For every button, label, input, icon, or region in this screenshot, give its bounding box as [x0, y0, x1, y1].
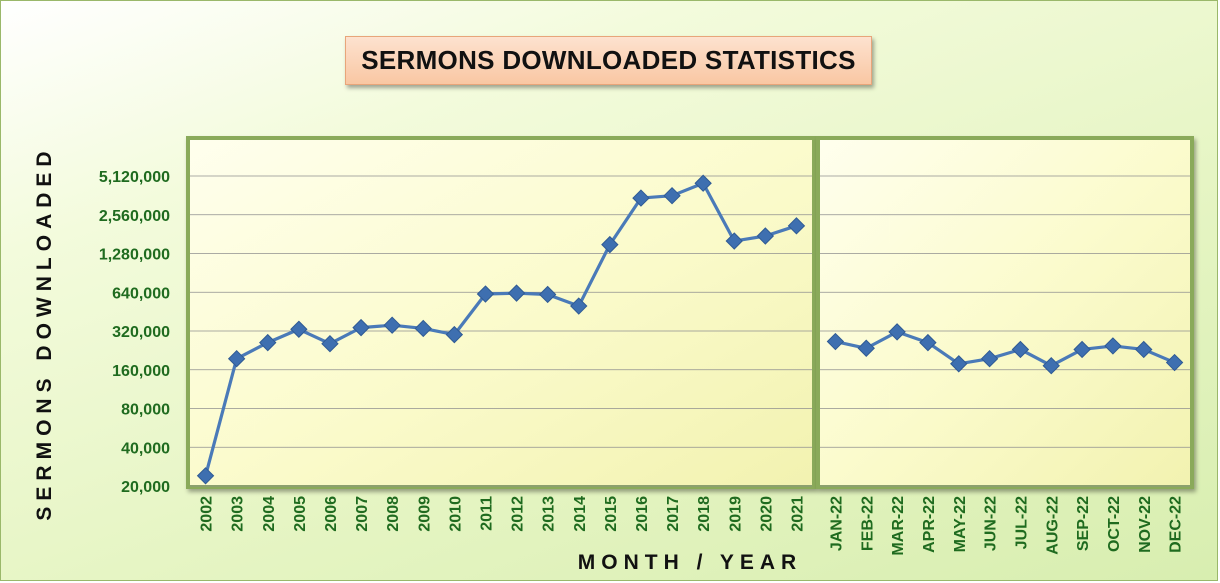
data-point-marker [663, 186, 681, 205]
x-tick-label: FEB-22 [859, 496, 876, 551]
data-point-marker [950, 355, 968, 373]
x-tick-label: 2013 [541, 496, 558, 532]
data-point-marker [1042, 356, 1060, 375]
x-tick-label: 2006 [323, 496, 340, 532]
data-point-marker [290, 320, 308, 338]
x-tick-label: 2011 [478, 496, 495, 531]
x-tick-label: JAN-22 [828, 496, 845, 551]
x-tick-label: 2015 [603, 496, 620, 532]
data-point-marker [980, 349, 999, 368]
x-tick-label: MAR-22 [890, 496, 907, 556]
y-tick-label: 2,560,000 [99, 208, 170, 225]
data-point-marker [321, 334, 339, 353]
data-point-marker [445, 325, 464, 344]
data-point-marker [1011, 340, 1030, 359]
x-tick-label: 2008 [385, 496, 402, 532]
x-tick-label: 2002 [199, 496, 216, 532]
data-point-marker [632, 189, 650, 207]
x-tick-label: AUG-22 [1044, 496, 1061, 555]
y-tick-label: 320,000 [112, 324, 170, 341]
x-tick-label: MAY-22 [952, 496, 969, 552]
data-point-marker [383, 316, 401, 334]
y-tick-label: 1,280,000 [99, 247, 170, 264]
chart-title-box: SERMONS DOWNLOADED STATISTICS [345, 36, 872, 85]
data-point-marker [538, 285, 557, 304]
x-tick-label: DEC-22 [1168, 496, 1185, 553]
plot-panels [186, 136, 1194, 489]
data-point-marker [1135, 340, 1153, 359]
y-tick-label: 640,000 [112, 285, 170, 302]
x-axis-title: MONTH / YEAR [578, 551, 802, 574]
data-point-marker [196, 467, 215, 485]
x-axis-ticks: 2002 2003 2004 2005 2006 2007 2008 2009 2010 2011… [199, 496, 1185, 556]
data-point-marker [725, 232, 743, 250]
y-tick-label: 5,120,000 [99, 169, 170, 186]
x-tick-label: OCT-22 [1106, 496, 1123, 552]
gridlines [190, 175, 1190, 487]
x-tick-label: 2012 [510, 496, 527, 532]
data-point-marker [919, 333, 937, 352]
x-tick-label: APR-22 [921, 496, 938, 553]
y-tick-label: 160,000 [112, 363, 170, 380]
x-tick-label: 2014 [572, 496, 589, 532]
x-tick-label: 2005 [292, 496, 309, 532]
y-axis-title: SERMONS DOWNLOADED [33, 145, 56, 520]
data-point-marker [601, 235, 619, 254]
x-tick-label: 2009 [416, 496, 433, 532]
x-tick-label: NOV-22 [1137, 496, 1154, 553]
chart-title: SERMONS DOWNLOADED STATISTICS [361, 45, 856, 75]
data-point-marker [1104, 337, 1122, 355]
x-tick-label: 2019 [727, 496, 744, 532]
y-tick-label: 20,000 [121, 479, 170, 496]
data-point-marker [259, 333, 277, 352]
y-tick-label: 80,000 [121, 402, 170, 419]
data-point-marker [694, 174, 712, 192]
y-tick-label: 40,000 [121, 440, 170, 457]
data-point-marker [756, 227, 775, 245]
data-point-marker [352, 318, 370, 337]
data-point-marker [787, 217, 806, 235]
plot-area-yearly [186, 136, 816, 489]
x-tick-label: 2007 [354, 496, 371, 532]
data-point-marker [227, 349, 246, 368]
x-tick-label: 2018 [696, 496, 713, 532]
y-axis-ticks: 20,000 40,000 80,000 160,000 320,000 640,000 1… [99, 169, 170, 496]
data-point-marker [888, 323, 906, 341]
data-point-marker [826, 332, 845, 351]
x-tick-label: 2017 [665, 496, 682, 532]
data-point-marker [1165, 353, 1184, 372]
data-point-marker [476, 285, 495, 303]
x-tick-label: JUN-22 [983, 496, 1000, 551]
x-tick-label: 2016 [634, 496, 651, 532]
x-tick-label: 2021 [789, 496, 806, 532]
data-point-marker [414, 319, 432, 338]
series-markers [196, 174, 1184, 485]
x-tick-label: 2003 [230, 496, 247, 532]
data-point-marker [1073, 340, 1091, 359]
x-tick-label: JUL-22 [1013, 496, 1030, 549]
x-tick-label: SEP-22 [1075, 496, 1092, 551]
x-tick-label: 2020 [758, 496, 775, 532]
plot-area-monthly [816, 136, 1194, 489]
data-point-marker [857, 339, 875, 357]
data-point-marker [570, 297, 588, 315]
x-tick-label: 2004 [261, 496, 278, 532]
x-tick-label: 2010 [447, 496, 464, 532]
data-point-marker [507, 284, 526, 302]
